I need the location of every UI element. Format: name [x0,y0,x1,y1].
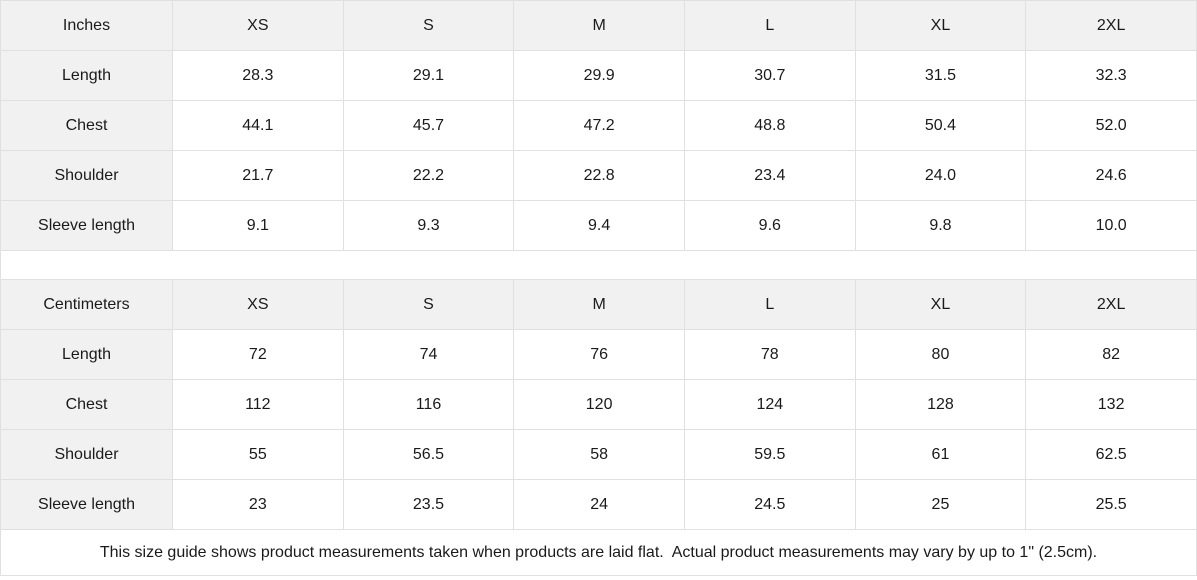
table-row: Chest 44.1 45.7 47.2 48.8 50.4 52.0 [0,100,1197,151]
value-cell: 23.4 [683,150,856,201]
value-cell: 30.7 [683,50,856,101]
value-cell: 29.1 [342,50,515,101]
value-cell: 9.3 [342,200,515,251]
value-cell: 78 [683,329,856,380]
table-row: Sleeve length 9.1 9.3 9.4 9.6 9.8 10.0 [0,200,1197,251]
value-cell: 24.5 [683,479,856,530]
value-cell: 45.7 [342,100,515,151]
spacer-row [0,250,1197,280]
size-header-2xl: 2XL [1025,0,1197,51]
value-cell: 124 [683,379,856,430]
table-row: Length 28.3 29.1 29.9 30.7 31.5 32.3 [0,50,1197,101]
table-row: Shoulder 55 56.5 58 59.5 61 62.5 [0,429,1197,480]
inches-unit-header: Inches [0,0,173,51]
table-row: Sleeve length 23 23.5 24 24.5 25 25.5 [0,479,1197,530]
value-cell: 9.8 [854,200,1027,251]
row-label-shoulder: Shoulder [0,429,173,480]
value-cell: 61 [854,429,1027,480]
size-header-m: M [513,279,685,330]
value-cell: 76 [513,329,685,380]
value-cell: 24.0 [854,150,1027,201]
value-cell: 56.5 [342,429,515,480]
value-cell: 9.1 [172,200,344,251]
value-cell: 23 [172,479,344,530]
size-header-xl: XL [854,279,1027,330]
value-cell: 47.2 [513,100,685,151]
row-label-chest: Chest [0,100,173,151]
value-cell: 120 [513,379,685,430]
value-cell: 28.3 [172,50,344,101]
value-cell: 44.1 [172,100,344,151]
value-cell: 22.2 [342,150,515,201]
value-cell: 55 [172,429,344,480]
table-spacer [0,250,1197,280]
size-header-xs: XS [172,0,344,51]
table-row: Length 72 74 76 78 80 82 [0,329,1197,380]
inches-header-row: Inches XS S M L XL 2XL [0,0,1197,51]
value-cell: 32.3 [1025,50,1197,101]
size-header-m: M [513,0,685,51]
row-label-shoulder: Shoulder [0,150,173,201]
value-cell: 31.5 [854,50,1027,101]
footer-row: This size guide shows product measuremen… [0,529,1197,576]
size-header-xl: XL [854,0,1027,51]
size-header-s: S [342,279,515,330]
value-cell: 72 [172,329,344,380]
table-row: Chest 112 116 120 124 128 132 [0,379,1197,430]
centimeters-unit-header: Centimeters [0,279,173,330]
value-cell: 24.6 [1025,150,1197,201]
value-cell: 50.4 [854,100,1027,151]
value-cell: 82 [1025,329,1197,380]
table-row: Shoulder 21.7 22.2 22.8 23.4 24.0 24.6 [0,150,1197,201]
centimeters-header-row: Centimeters XS S M L XL 2XL [0,279,1197,330]
row-label-sleeve-length: Sleeve length [0,200,173,251]
size-header-l: L [683,279,856,330]
value-cell: 74 [342,329,515,380]
value-cell: 25 [854,479,1027,530]
value-cell: 132 [1025,379,1197,430]
size-header-s: S [342,0,515,51]
value-cell: 48.8 [683,100,856,151]
row-label-chest: Chest [0,379,173,430]
value-cell: 29.9 [513,50,685,101]
value-cell: 21.7 [172,150,344,201]
value-cell: 9.4 [513,200,685,251]
row-label-length: Length [0,329,173,380]
value-cell: 24 [513,479,685,530]
size-header-xs: XS [172,279,344,330]
value-cell: 10.0 [1025,200,1197,251]
value-cell: 62.5 [1025,429,1197,480]
value-cell: 116 [342,379,515,430]
size-guide-note: This size guide shows product measuremen… [0,529,1197,576]
value-cell: 22.8 [513,150,685,201]
value-cell: 128 [854,379,1027,430]
value-cell: 59.5 [683,429,856,480]
value-cell: 9.6 [683,200,856,251]
row-label-length: Length [0,50,173,101]
value-cell: 52.0 [1025,100,1197,151]
size-header-2xl: 2XL [1025,279,1197,330]
value-cell: 25.5 [1025,479,1197,530]
row-label-sleeve-length: Sleeve length [0,479,173,530]
value-cell: 23.5 [342,479,515,530]
value-cell: 80 [854,329,1027,380]
value-cell: 58 [513,429,685,480]
size-header-l: L [683,0,856,51]
value-cell: 112 [172,379,344,430]
